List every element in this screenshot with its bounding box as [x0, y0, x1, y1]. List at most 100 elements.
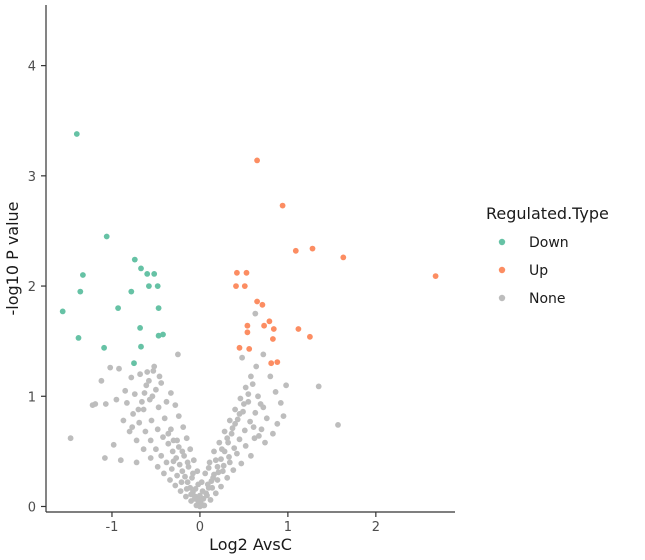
data-point-up: [244, 322, 251, 329]
data-point-none: [102, 455, 108, 461]
data-point-none: [277, 400, 284, 406]
data-point-none: [150, 368, 157, 374]
data-point-none: [315, 383, 322, 390]
data-point-none: [154, 463, 161, 470]
data-point-none: [196, 495, 202, 502]
data-point-down: [80, 272, 86, 278]
data-point-none: [262, 439, 268, 446]
data-point-none: [225, 439, 232, 446]
data-point-none: [256, 433, 262, 439]
data-point-none: [180, 424, 187, 430]
data-point-none: [241, 401, 247, 407]
x-axis-title: Log2 AvsC: [209, 535, 292, 554]
data-point-none: [211, 448, 217, 455]
data-point-none: [183, 435, 190, 442]
data-point-none: [148, 417, 155, 424]
data-point-none: [219, 446, 225, 453]
data-point-none: [220, 462, 227, 469]
data-point-none: [245, 398, 252, 405]
data-point-none: [161, 470, 167, 477]
data-point-none: [165, 430, 172, 437]
data-point-none: [172, 482, 179, 489]
data-point-none: [168, 390, 174, 396]
data-point-down: [128, 288, 135, 295]
data-point-none: [214, 463, 221, 470]
data-point-none: [272, 389, 279, 395]
data-point-none: [133, 459, 140, 466]
data-point-none: [179, 448, 186, 455]
data-point-none: [184, 459, 191, 466]
data-point-none: [179, 468, 186, 475]
data-point-none: [146, 377, 152, 384]
data-point-none: [122, 387, 129, 394]
data-point-up: [307, 333, 313, 340]
data-point-down: [75, 335, 82, 341]
data-point-none: [183, 486, 190, 492]
data-point-none: [250, 424, 257, 430]
data-point-none: [165, 440, 172, 447]
data-point-up: [266, 318, 273, 325]
data-point-up: [261, 322, 267, 329]
data-point-none: [153, 386, 159, 393]
data-point-none: [198, 479, 205, 486]
data-point-none: [124, 400, 130, 406]
data-point-down: [160, 331, 166, 338]
data-point-none: [229, 425, 236, 432]
data-point-none: [192, 486, 199, 492]
data-point-none: [255, 393, 261, 400]
data-point-none: [143, 382, 150, 389]
y-tick-label: 3: [28, 170, 36, 185]
data-point-none: [158, 380, 165, 386]
data-point-none: [205, 465, 212, 471]
legend-label-none: None: [529, 291, 566, 307]
data-point-none: [160, 434, 166, 440]
data-point-none: [200, 502, 207, 509]
data-point-none: [175, 351, 181, 358]
data-point-up: [432, 273, 439, 279]
data-point-none: [263, 415, 270, 422]
data-point-none: [107, 364, 114, 371]
data-point-none: [116, 365, 122, 372]
data-point-down: [155, 332, 162, 339]
y-tick-label: 0: [28, 500, 36, 515]
data-point-none: [209, 484, 216, 491]
x-tick-label: 1: [284, 520, 292, 535]
data-point-up: [295, 326, 302, 332]
data-point-none: [67, 435, 74, 442]
legend-key-none: [498, 294, 506, 302]
data-point-none: [175, 444, 182, 450]
data-point-none: [172, 402, 179, 408]
data-point-none: [168, 466, 175, 472]
data-point-none: [190, 470, 196, 477]
data-point-none: [169, 448, 176, 455]
data-point-none: [242, 384, 249, 391]
data-point-down: [138, 343, 144, 350]
data-point-none: [236, 436, 243, 443]
data-point-none: [110, 441, 117, 448]
legend-label-down: Down: [529, 235, 569, 251]
legend-items: Down Up None: [498, 235, 569, 307]
data-point-up: [243, 269, 250, 276]
data-point-down: [137, 325, 144, 331]
data-point-none: [218, 456, 224, 462]
data-point-none: [245, 391, 252, 397]
data-point-down: [131, 360, 137, 367]
data-point-none: [252, 310, 259, 317]
data-point-none: [98, 377, 105, 384]
data-point-none: [174, 472, 181, 479]
data-point-none: [206, 459, 213, 466]
data-point-none: [175, 413, 182, 419]
data-point-none: [270, 430, 276, 437]
data-point-none: [158, 452, 165, 459]
data-point-none: [128, 374, 135, 381]
data-point-none: [232, 420, 239, 427]
data-point-none: [253, 363, 260, 370]
data-point-none: [176, 461, 183, 468]
data-point-none: [199, 488, 206, 494]
data-point-none: [226, 454, 232, 460]
data-point-none: [168, 426, 174, 433]
data-point-none: [126, 428, 133, 435]
data-point-none: [153, 446, 159, 453]
